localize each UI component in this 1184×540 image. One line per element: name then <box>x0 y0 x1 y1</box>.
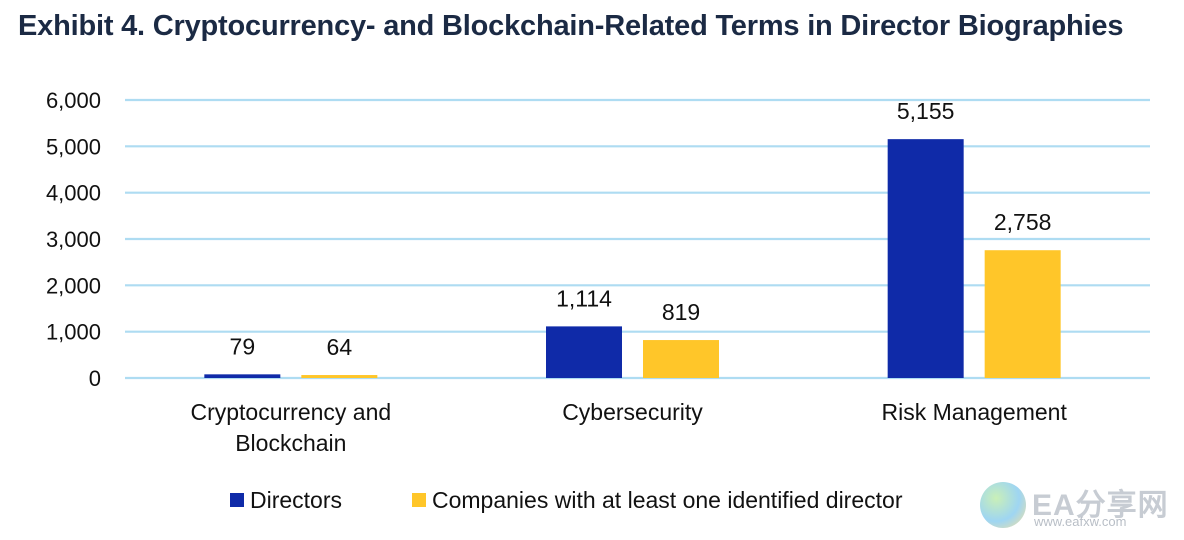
x-tick-label: Cybersecurity <box>562 399 703 425</box>
data-label: 1,114 <box>556 285 612 311</box>
data-label: 5,155 <box>897 98 955 124</box>
x-tick-label: Blockchain <box>235 430 346 456</box>
bar <box>984 250 1061 378</box>
watermark-logo-icon <box>980 482 1026 528</box>
data-label: 79 <box>230 333 256 359</box>
legend-swatch <box>412 493 426 507</box>
y-tick-label: 4,000 <box>46 181 101 206</box>
bar <box>546 326 622 378</box>
data-label: 2,758 <box>994 209 1052 235</box>
chart-title: Exhibit 4. Cryptocurrency- and Blockchai… <box>18 10 1124 42</box>
bar <box>887 139 964 378</box>
y-tick-label: 5,000 <box>46 134 101 159</box>
x-tick-label: Cryptocurrency and <box>190 399 391 425</box>
data-label: 819 <box>662 299 700 325</box>
y-tick-label: 3,000 <box>46 227 101 252</box>
legend-label: Companies with at least one identified d… <box>432 487 903 513</box>
data-label: 64 <box>327 334 353 360</box>
y-tick-label: 1,000 <box>46 320 101 345</box>
y-tick-label: 6,000 <box>46 88 101 113</box>
watermark: EA分享网 www.eafxw.com <box>978 478 1178 534</box>
y-tick-label: 2,000 <box>46 273 101 298</box>
bar <box>643 340 719 378</box>
x-tick-label: Risk Management <box>881 399 1067 425</box>
legend-swatch <box>230 493 244 507</box>
bar <box>301 375 378 378</box>
bar <box>204 374 281 378</box>
y-tick-label: 0 <box>89 366 101 391</box>
legend-label: Directors <box>250 487 342 513</box>
watermark-url: www.eafxw.com <box>1034 514 1127 529</box>
watermark-brand: EA分享网 <box>1032 489 1169 522</box>
